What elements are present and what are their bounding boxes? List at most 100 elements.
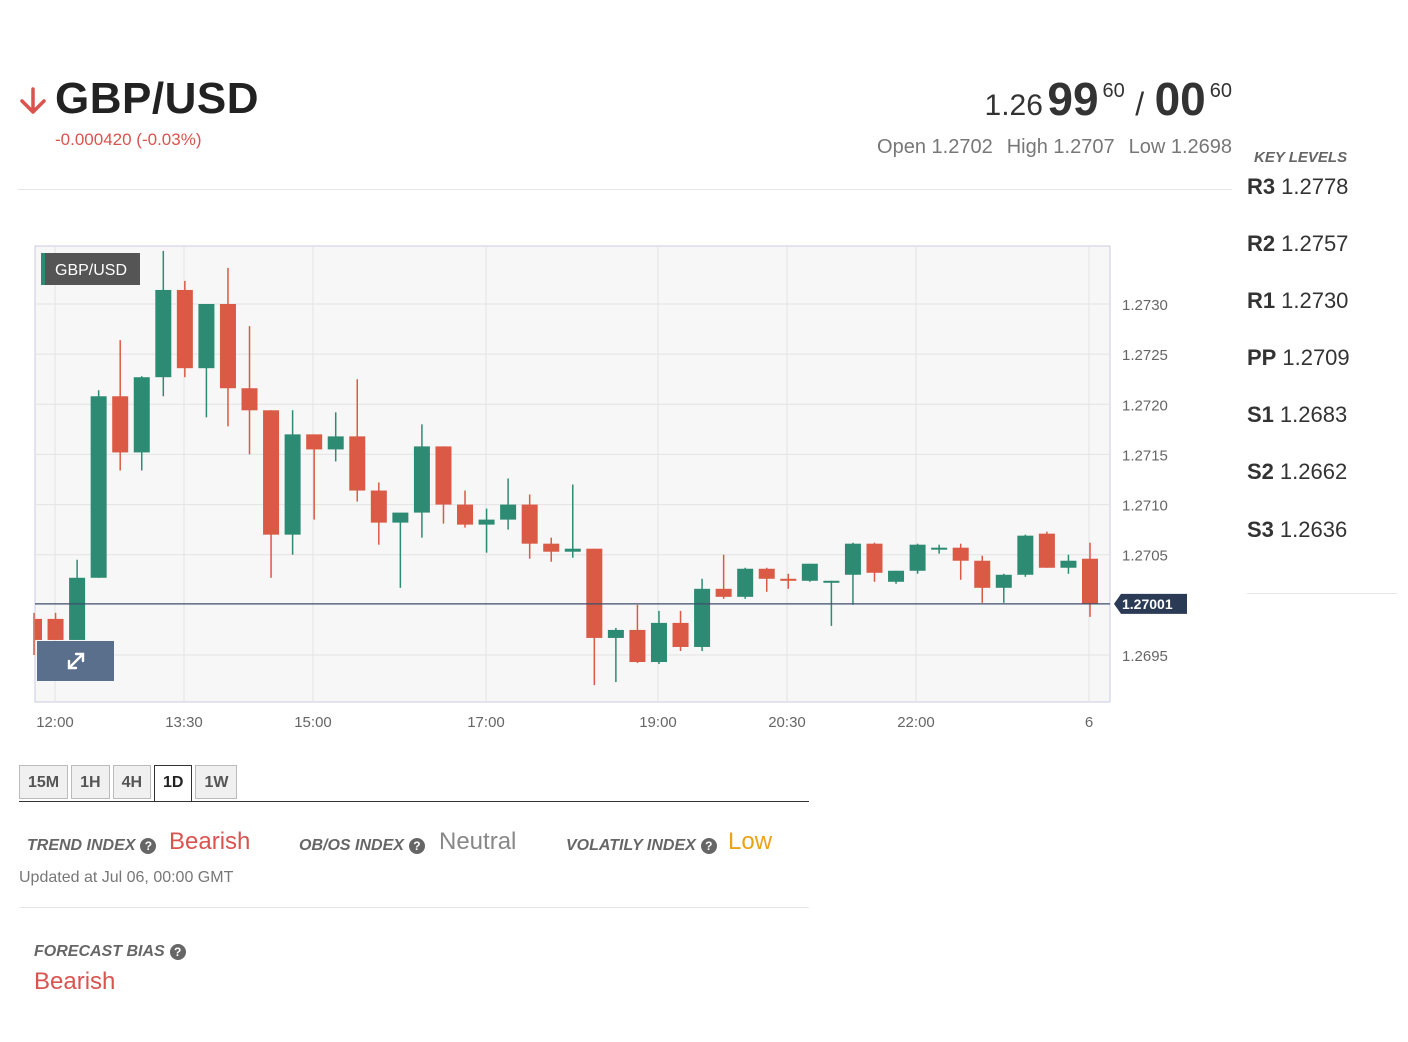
candle-body <box>90 396 107 578</box>
candle-body <box>672 622 689 647</box>
x-tick-label: 19:00 <box>639 714 677 731</box>
timeframe-tabs: 15M 1H 4H 1D 1W <box>19 765 240 802</box>
candle <box>543 537 560 562</box>
candle-body <box>844 543 861 575</box>
candle <box>952 543 969 580</box>
candle <box>866 542 883 582</box>
tab-4h[interactable]: 4H <box>112 765 152 799</box>
expand-icon <box>67 652 84 670</box>
candle <box>198 304 215 418</box>
bid-pip: 60 <box>1102 80 1125 102</box>
candle-body <box>564 548 581 552</box>
candle-body <box>1082 558 1098 604</box>
ask-big-figure: 00 <box>1154 73 1206 125</box>
candle <box>133 376 150 471</box>
key-level-s1: S1 1.2683 <box>1247 402 1347 428</box>
tab-1d[interactable]: 1D <box>154 765 193 802</box>
plot-area <box>34 245 1111 703</box>
x-tick-label: 22:00 <box>897 714 935 731</box>
candle-body <box>823 580 840 583</box>
candle-body <box>176 289 193 369</box>
candle-body <box>629 629 646 663</box>
ohl-summary: Open 1.2702 High 1.2707 Low 1.2698 <box>863 136 1232 159</box>
candle <box>931 544 948 554</box>
key-levels-title: KEY LEVELS <box>1254 149 1348 166</box>
high-value: High 1.2707 <box>1006 136 1115 158</box>
help-icon[interactable]: ? <box>140 838 157 854</box>
tab-1w[interactable]: 1W <box>195 765 238 799</box>
candle-body <box>1038 533 1055 568</box>
candle-body <box>435 446 452 505</box>
forecast-bias-text: FORECAST BIAS <box>34 943 165 960</box>
candle <box>47 612 64 640</box>
key-level-r2: R2 1.2757 <box>1247 231 1348 257</box>
expand-chart-button[interactable] <box>37 641 114 681</box>
candle-body <box>241 388 258 411</box>
candle <box>888 570 905 584</box>
candle-body <box>35 618 42 640</box>
candle-body <box>198 304 215 369</box>
candle <box>650 610 667 665</box>
legend-box <box>41 253 140 285</box>
candle <box>90 390 107 578</box>
key-level-name: R1 <box>1247 288 1276 313</box>
legend-label: GBP/USD <box>55 262 127 279</box>
candle-body <box>133 377 150 453</box>
candle-body <box>284 434 301 535</box>
candle-body <box>349 436 366 491</box>
key-level-r1: R1 1.2730 <box>1247 288 1348 314</box>
candle-body <box>306 434 323 450</box>
indexes-divider <box>19 907 809 908</box>
tab-15m[interactable]: 15M <box>19 765 69 799</box>
current-price-label: 1.27001 <box>1122 596 1173 612</box>
y-tick-label: 1.2725 <box>1122 347 1168 364</box>
candle-body <box>952 547 969 561</box>
candle-body <box>737 568 754 597</box>
help-icon[interactable]: ? <box>169 944 186 960</box>
candle <box>284 410 301 555</box>
candle <box>69 559 86 640</box>
candle-body <box>801 563 818 581</box>
candle <box>995 573 1012 603</box>
price-change: -0.000420 (-0.03%) <box>55 130 202 149</box>
candle <box>844 542 861 605</box>
candle <box>629 604 646 664</box>
key-level-value: 1.2709 <box>1282 345 1350 370</box>
tabs-baseline <box>19 801 809 802</box>
y-tick-label: 1.2710 <box>1122 498 1168 515</box>
help-icon[interactable]: ? <box>700 838 717 854</box>
candle <box>306 434 323 520</box>
forecast-bias-label: FORECAST BIAS? <box>34 943 186 961</box>
y-tick-label: 1.2695 <box>1122 648 1168 665</box>
candle <box>1060 554 1077 574</box>
candle-body <box>500 504 517 520</box>
candle <box>435 446 452 524</box>
candle <box>155 250 172 397</box>
candle-body <box>758 568 775 579</box>
trend-index-value: Bearish <box>169 828 251 855</box>
candle <box>1038 531 1055 568</box>
candlestick-chart[interactable]: 1.27001 1.27301.27251.27201.27151.27101.… <box>0 230 1200 740</box>
x-tick-label: 13:30 <box>165 714 203 731</box>
candle-body <box>69 577 86 640</box>
candle-body <box>995 574 1012 588</box>
candles <box>33 250 1098 686</box>
x-tick-label: 12:00 <box>36 714 74 731</box>
volatility-index-value: Low <box>728 828 773 855</box>
key-level-value: 1.2757 <box>1281 231 1349 256</box>
candle-body <box>586 548 603 638</box>
ask-pip: 60 <box>1209 80 1232 102</box>
key-level-value: 1.2778 <box>1281 174 1349 199</box>
candle <box>801 563 818 582</box>
key-level-s3: S3 1.2636 <box>1247 517 1347 543</box>
updated-timestamp: Updated at Jul 06, 00:00 GMT <box>19 869 234 886</box>
candle <box>349 379 366 502</box>
candle <box>112 340 129 471</box>
candle-body <box>715 588 732 597</box>
candle <box>263 410 280 578</box>
candle <box>500 478 517 530</box>
candle-body <box>521 504 538 544</box>
tab-1h[interactable]: 1H <box>71 765 110 799</box>
help-icon[interactable]: ? <box>408 838 425 854</box>
key-level-pp: PP 1.2709 <box>1247 345 1350 371</box>
